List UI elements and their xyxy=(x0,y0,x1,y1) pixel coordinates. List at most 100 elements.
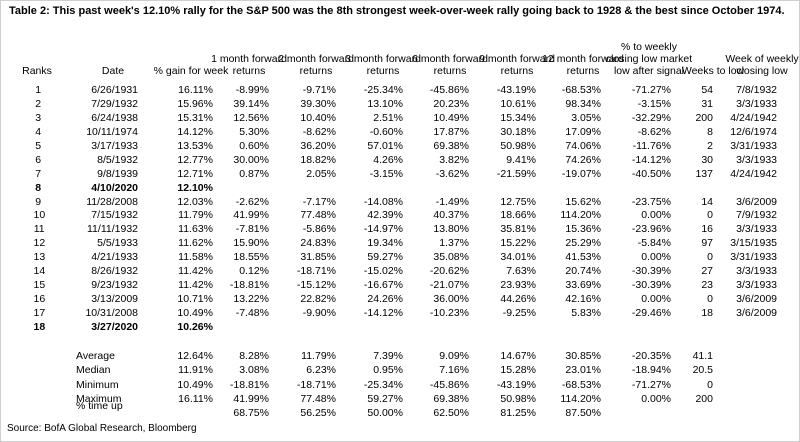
rank-cell: 9 xyxy=(35,195,42,208)
table-cell: -21.07% xyxy=(429,279,469,292)
column-header: Date xyxy=(101,65,125,77)
table-cell: 3/13/2009 xyxy=(91,293,138,306)
table-cell: 14.12% xyxy=(177,125,213,138)
summary-cell: 81.25% xyxy=(500,407,536,420)
summary-cell: 14.67% xyxy=(500,350,536,362)
table-cell: 3.05% xyxy=(571,111,601,124)
table-cell: 3/3/1933 xyxy=(736,279,777,292)
rank-cell: 4 xyxy=(35,125,42,138)
table-cell: -45.86% xyxy=(429,84,469,96)
table-cell: -18.71% xyxy=(296,265,336,278)
table-cell: 10.26% xyxy=(177,320,213,333)
table-cell: -1.49% xyxy=(435,195,469,208)
summary-cell: 15.28% xyxy=(500,364,536,377)
table-cell: 137 xyxy=(695,167,713,180)
table-cell: -9.90% xyxy=(302,307,336,320)
rank-cell: 12 xyxy=(33,237,46,250)
table-cell: -15.02% xyxy=(363,265,403,278)
table-cell: -30.39% xyxy=(631,279,671,292)
table-cell: 2 xyxy=(707,139,713,152)
table-cell: 18.55% xyxy=(233,251,269,264)
rank-cell: 3 xyxy=(35,111,42,124)
column-header: Week of weekly closing low xyxy=(725,53,799,77)
rank-cell: 15 xyxy=(33,279,46,292)
table-cell: 3/17/1933 xyxy=(91,139,138,152)
table-cell: -5.86% xyxy=(302,223,336,236)
table-cell: 18 xyxy=(701,307,713,320)
table-cell: -20.62% xyxy=(429,265,469,278)
table-cell: 15.31% xyxy=(177,111,213,124)
table-cell: -9.71% xyxy=(302,84,336,96)
table-cell: -14.12% xyxy=(363,307,403,320)
table-cell: 15.36% xyxy=(565,223,601,236)
table-cell: 11.79% xyxy=(178,209,213,222)
table-cell: 0.00% xyxy=(641,251,671,264)
table-cell: 12/6/1974 xyxy=(730,125,777,138)
rank-cell: 17 xyxy=(33,307,46,320)
summary-cell: 6.23% xyxy=(306,364,336,377)
table-cell: 3.82% xyxy=(439,153,469,166)
table-cell: 41.53% xyxy=(565,251,601,264)
table-cell: 200 xyxy=(695,111,713,124)
table-cell: -8.99% xyxy=(235,84,269,96)
table-cell: 97 xyxy=(701,237,713,250)
table-cell: 3/3/1933 xyxy=(736,265,777,278)
table-cell: 7/15/1932 xyxy=(91,209,138,222)
table-cell: 20.23% xyxy=(433,97,469,110)
table-cell: 33.69% xyxy=(565,279,601,292)
table-cell: 9/8/1939 xyxy=(97,167,138,180)
summary-cell: 77.48% xyxy=(300,392,336,405)
table-cell: 11.62% xyxy=(178,237,213,250)
table-cell: 69.38% xyxy=(433,139,469,152)
summary-cell: 41.99% xyxy=(233,392,269,405)
table-cell: 16.11% xyxy=(178,84,213,96)
table-cell: 12.10% xyxy=(177,181,213,194)
table-cell: -23.75% xyxy=(631,195,671,208)
table-cell: 14 xyxy=(701,195,713,208)
table-cell: 10.40% xyxy=(300,111,336,124)
rank-cell: 16 xyxy=(33,293,46,306)
rank-cell: 6 xyxy=(35,153,42,166)
table-cell: 36.00% xyxy=(433,293,469,306)
table-cell: 7/9/1932 xyxy=(736,209,777,222)
table-cell: 10/31/2008 xyxy=(85,307,138,320)
summary-cell: 114.20% xyxy=(560,392,601,405)
summary-cell: 56.25% xyxy=(300,407,336,420)
table-cell: 35.08% xyxy=(433,251,469,264)
table-cell: -14.97% xyxy=(363,223,403,236)
table-cell: -5.84% xyxy=(637,237,671,250)
table-cell: 40.37% xyxy=(433,209,469,222)
table-cell: -9.25% xyxy=(502,307,536,320)
column-header: 2 month forward returns xyxy=(278,53,354,77)
table-cell: 36.20% xyxy=(300,139,336,152)
table-cell: 41.99% xyxy=(233,209,269,222)
table-cell: 20.74% xyxy=(565,265,601,278)
summary-cell: -20.35% xyxy=(631,350,671,362)
table-cell: 3/31/1933 xyxy=(730,251,777,264)
table-cell: 15.62% xyxy=(565,195,601,208)
table-cell: -15.12% xyxy=(296,279,336,292)
table-cell: 3/31/1933 xyxy=(730,139,777,152)
table-cell: 15.96% xyxy=(177,97,213,110)
table-cell: 74.06% xyxy=(565,139,601,152)
rank-cell: 18 xyxy=(33,320,46,333)
summary-cell: 50.00% xyxy=(367,407,403,420)
table-cell: 4.26% xyxy=(373,153,403,166)
table-cell: 13.22% xyxy=(233,293,269,306)
table-cell: -7.48% xyxy=(235,307,269,320)
table-cell: -25.34% xyxy=(363,84,403,96)
rank-cell: 14 xyxy=(33,265,46,278)
table-cell: -71.27% xyxy=(631,84,671,96)
table-cell: 8 xyxy=(707,125,713,138)
table-cell: 35.81% xyxy=(500,223,536,236)
table-cell: 0 xyxy=(707,293,713,306)
table-cell: 12.03% xyxy=(177,195,213,208)
table-cell: -10.23% xyxy=(429,307,469,320)
table-cell: -2.62% xyxy=(235,195,269,208)
summary-cell: 41.1 xyxy=(692,350,713,362)
table-cell: -32.29% xyxy=(631,111,671,124)
table-cell: 16 xyxy=(701,223,713,236)
table-cell: 44.26% xyxy=(500,293,536,306)
table-cell: 11.42% xyxy=(178,279,213,292)
table-cell: -14.08% xyxy=(363,195,403,208)
